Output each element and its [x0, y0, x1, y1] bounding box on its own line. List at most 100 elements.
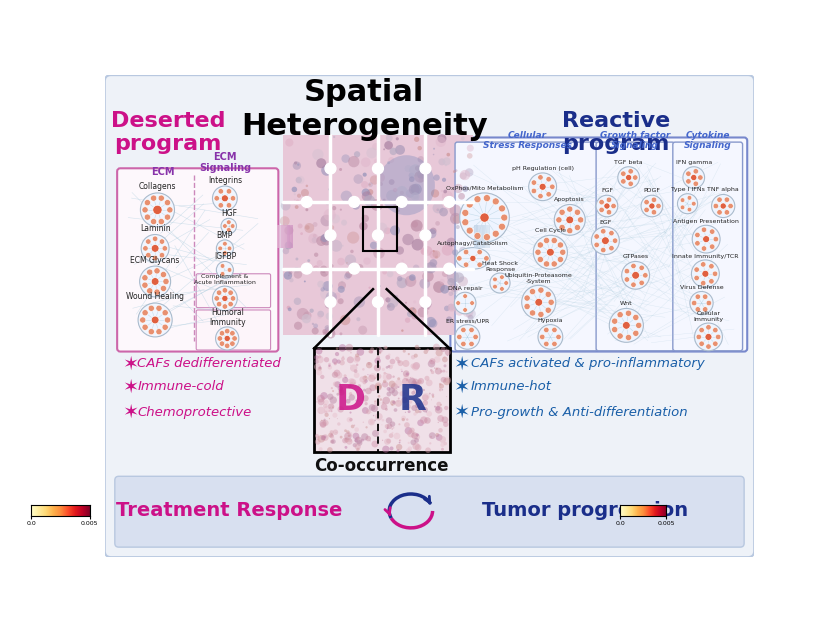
Circle shape	[401, 397, 408, 403]
Circle shape	[296, 177, 302, 183]
Circle shape	[386, 428, 388, 429]
Circle shape	[225, 329, 230, 334]
Circle shape	[560, 249, 566, 255]
Circle shape	[364, 195, 375, 207]
Circle shape	[344, 446, 348, 449]
Circle shape	[453, 184, 463, 193]
Circle shape	[375, 413, 383, 421]
Circle shape	[551, 341, 557, 347]
Circle shape	[345, 271, 352, 278]
Circle shape	[422, 400, 428, 406]
Circle shape	[384, 346, 387, 349]
Circle shape	[333, 136, 335, 138]
Circle shape	[339, 389, 343, 393]
Circle shape	[406, 379, 408, 381]
Circle shape	[344, 273, 350, 280]
Circle shape	[334, 362, 337, 366]
Circle shape	[415, 434, 416, 435]
Circle shape	[695, 232, 700, 238]
Circle shape	[437, 134, 447, 143]
Circle shape	[337, 423, 340, 426]
Circle shape	[387, 303, 395, 311]
Circle shape	[312, 323, 314, 325]
Circle shape	[403, 371, 410, 377]
Circle shape	[306, 185, 308, 187]
Circle shape	[401, 416, 406, 421]
Circle shape	[710, 229, 715, 234]
Circle shape	[706, 344, 711, 349]
Circle shape	[473, 334, 478, 340]
Circle shape	[330, 225, 334, 230]
Circle shape	[394, 408, 397, 412]
Circle shape	[422, 394, 428, 401]
Circle shape	[499, 275, 504, 279]
Circle shape	[705, 334, 712, 341]
Circle shape	[280, 216, 290, 226]
Circle shape	[383, 373, 391, 381]
Circle shape	[387, 161, 391, 164]
Circle shape	[356, 448, 360, 451]
Circle shape	[384, 372, 386, 374]
Circle shape	[440, 285, 449, 294]
Circle shape	[440, 279, 445, 284]
Circle shape	[324, 325, 330, 331]
Circle shape	[142, 207, 148, 213]
Circle shape	[362, 188, 370, 197]
Circle shape	[693, 181, 699, 187]
Circle shape	[316, 348, 323, 354]
Circle shape	[551, 237, 557, 244]
Circle shape	[369, 404, 375, 411]
Circle shape	[346, 399, 350, 404]
Circle shape	[320, 375, 324, 379]
Circle shape	[530, 310, 535, 316]
Circle shape	[364, 379, 368, 383]
Circle shape	[347, 232, 360, 244]
Circle shape	[612, 318, 618, 324]
Text: BMP: BMP	[217, 230, 233, 240]
Circle shape	[382, 397, 390, 404]
Circle shape	[384, 438, 391, 445]
Circle shape	[606, 197, 612, 202]
Circle shape	[321, 419, 323, 421]
FancyBboxPatch shape	[196, 274, 271, 307]
Circle shape	[401, 260, 404, 262]
Circle shape	[430, 369, 432, 372]
Circle shape	[372, 143, 380, 150]
Circle shape	[376, 223, 387, 234]
Circle shape	[435, 256, 438, 259]
Circle shape	[699, 327, 704, 333]
Circle shape	[611, 203, 616, 208]
Circle shape	[328, 363, 331, 366]
Circle shape	[315, 439, 320, 444]
Circle shape	[316, 158, 326, 168]
Circle shape	[216, 240, 234, 257]
Circle shape	[335, 432, 337, 433]
Circle shape	[701, 262, 706, 267]
Circle shape	[159, 252, 165, 258]
Circle shape	[328, 407, 331, 409]
Circle shape	[396, 389, 397, 390]
Circle shape	[370, 440, 371, 442]
Circle shape	[221, 218, 236, 233]
Circle shape	[429, 432, 436, 439]
Circle shape	[710, 244, 715, 249]
Circle shape	[413, 300, 416, 304]
Circle shape	[333, 429, 339, 435]
Circle shape	[398, 423, 401, 425]
Circle shape	[656, 203, 661, 208]
Circle shape	[396, 444, 402, 450]
Circle shape	[383, 429, 387, 433]
Circle shape	[346, 262, 348, 264]
Circle shape	[420, 229, 422, 232]
Circle shape	[442, 245, 453, 255]
Circle shape	[356, 203, 358, 204]
Circle shape	[378, 395, 380, 398]
Circle shape	[540, 334, 545, 340]
Circle shape	[409, 183, 421, 195]
Circle shape	[367, 189, 373, 195]
Text: Antigen Presentation: Antigen Presentation	[673, 219, 739, 224]
Circle shape	[463, 306, 473, 317]
Circle shape	[396, 379, 402, 387]
Circle shape	[444, 305, 450, 311]
Circle shape	[407, 442, 410, 444]
